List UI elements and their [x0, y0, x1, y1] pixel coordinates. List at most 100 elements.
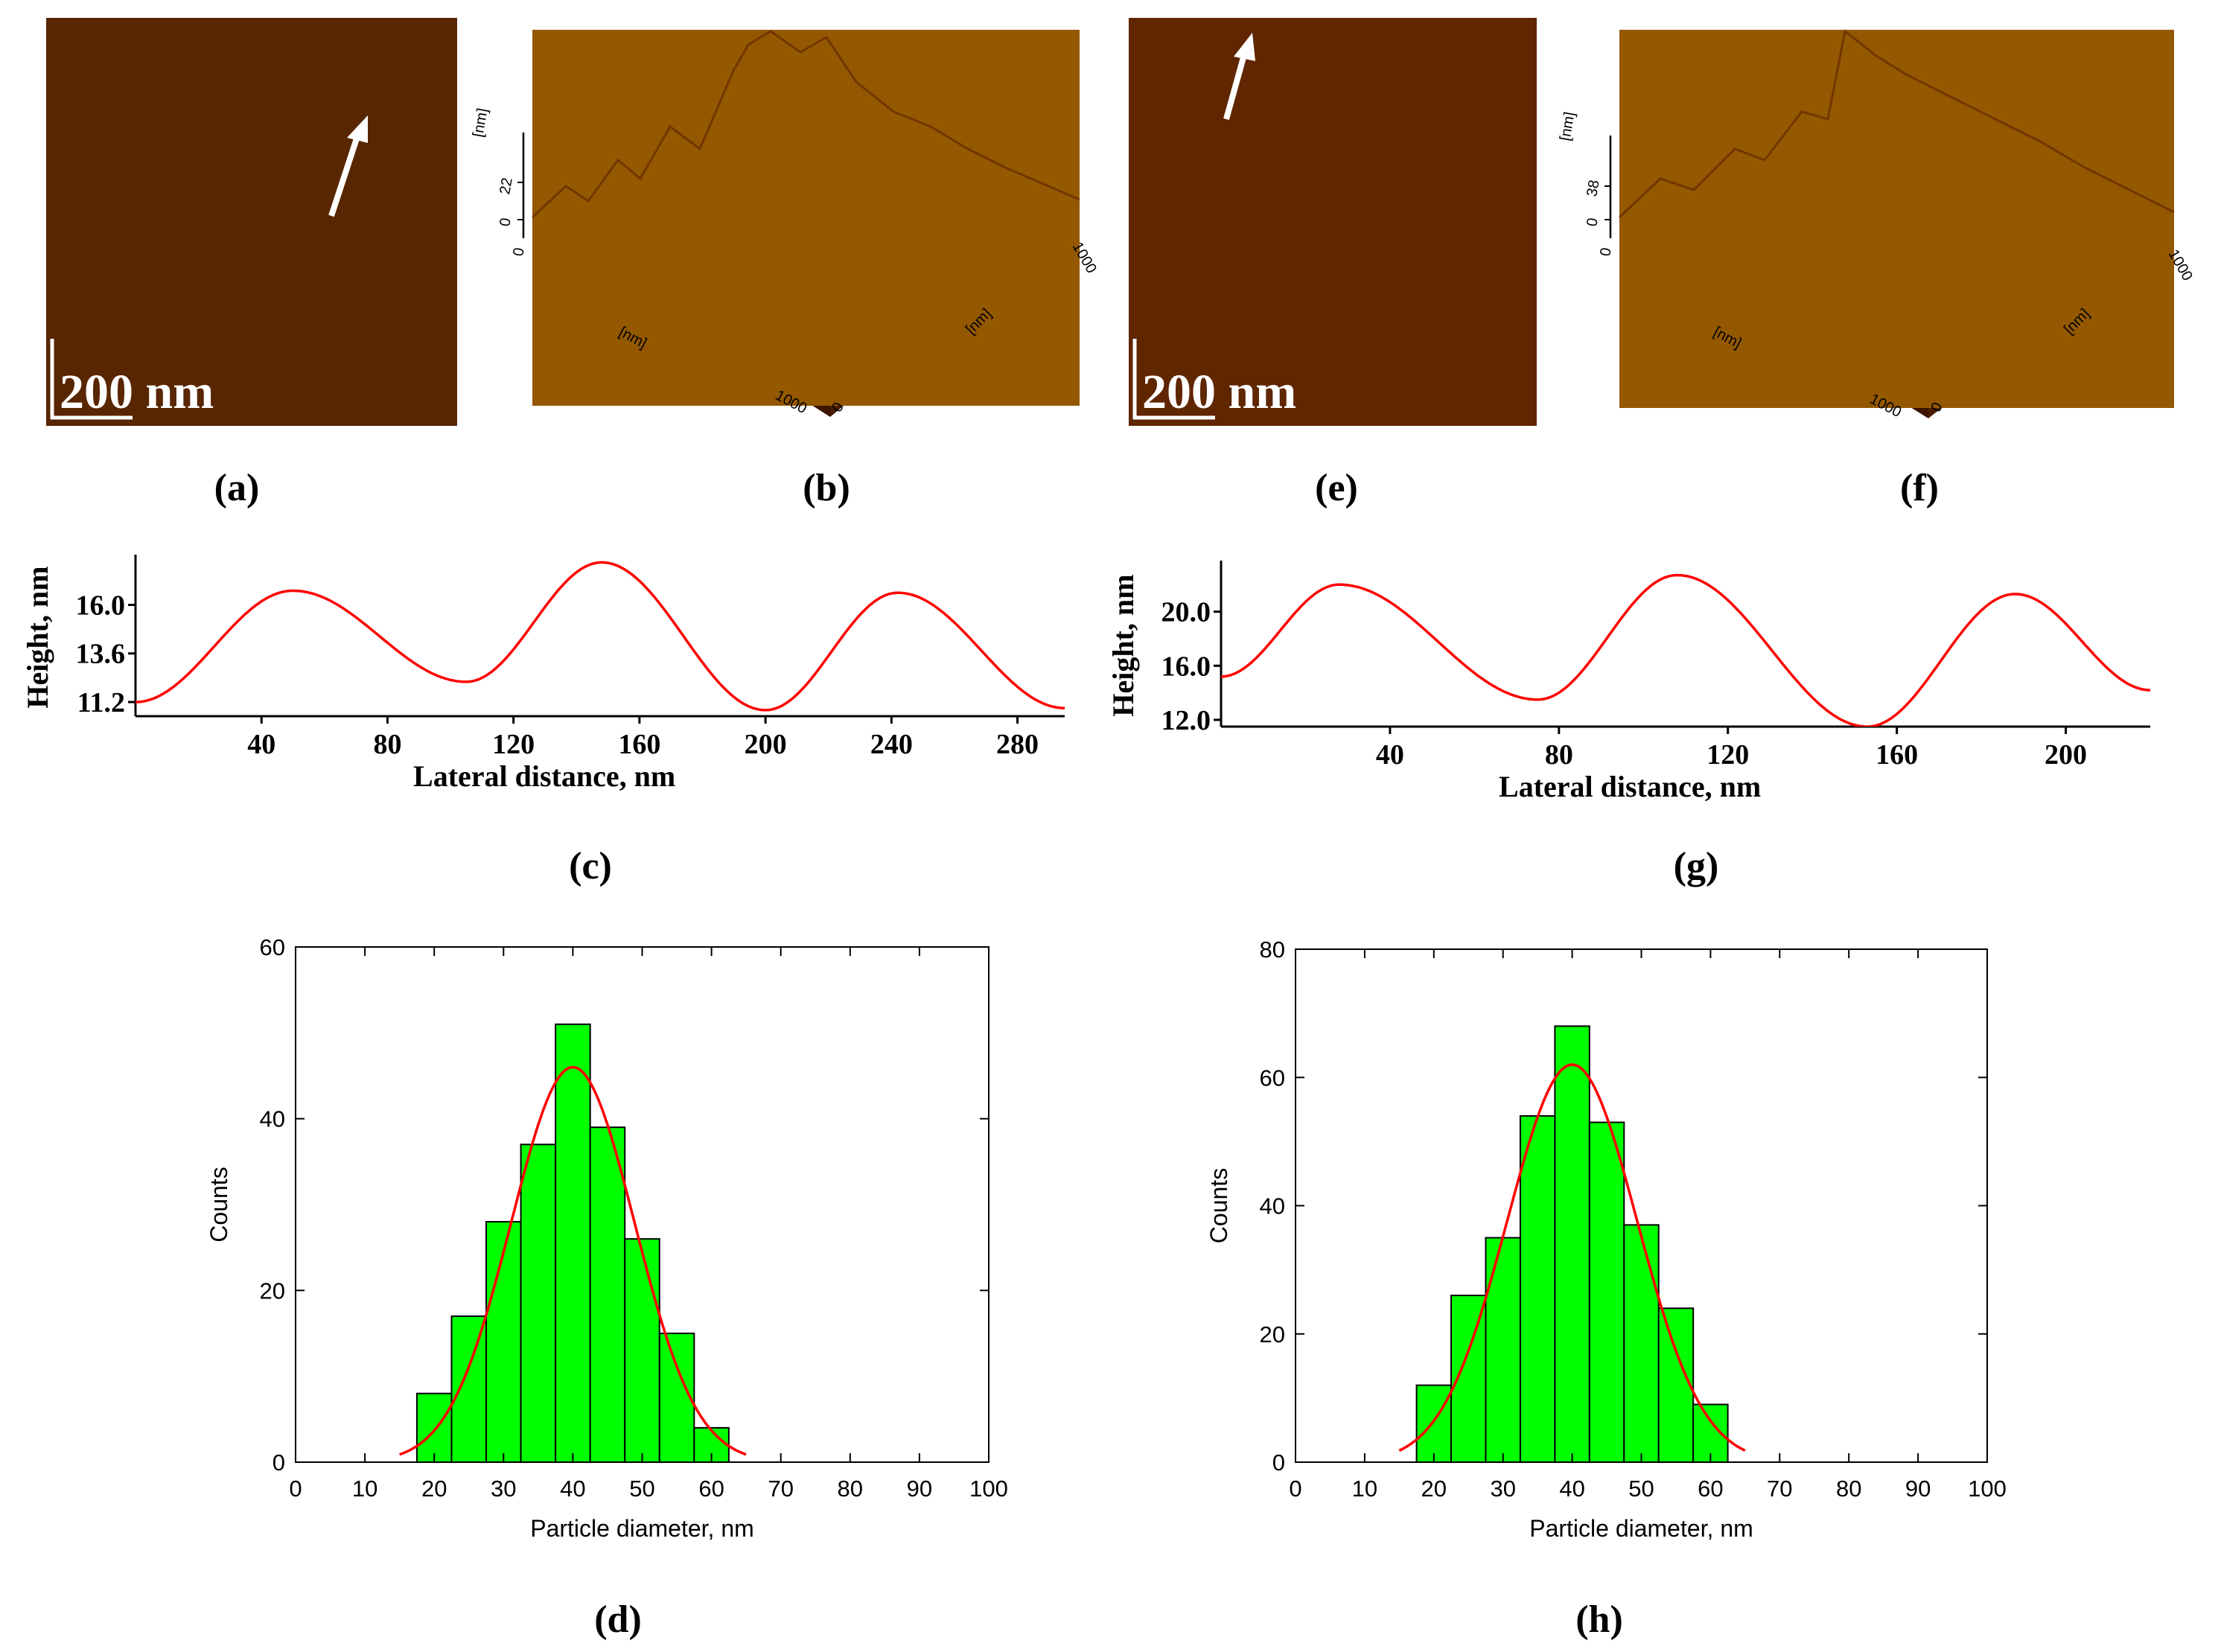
scale-bar-label: 200 nm — [60, 365, 214, 419]
x-tick-label: 70 — [768, 1476, 793, 1502]
size-histogram-chart-h: 0 10 20 30 40 50 60 70 80 90 100 0 20 40 60 80 Particle … — [1205, 937, 2007, 1542]
panel-label-f: (f) — [1900, 467, 1939, 509]
x-tick-label: 160 — [618, 729, 660, 760]
gaussian-fit-line — [399, 1065, 747, 1456]
x-tick-label: 60 — [698, 1476, 724, 1502]
panel-label-h: (h) — [1575, 1598, 1623, 1641]
x-tick-label: 10 — [352, 1476, 377, 1502]
x-tick-label: 0 — [289, 1476, 302, 1502]
z-axis: [nm] 38 0 0 — [1557, 111, 1615, 258]
x-axis-unit: [nm] — [616, 324, 650, 352]
z-axis-max: 38 — [1584, 179, 1603, 198]
y-axis-title: Height, nm — [21, 566, 54, 708]
y-axis-unit: [nm] — [963, 305, 995, 337]
histogram-bar — [520, 1144, 557, 1464]
x-tick-label: 100 — [1968, 1476, 2007, 1502]
series-line — [1221, 573, 2150, 727]
x-tick-label: 50 — [629, 1476, 654, 1502]
y-axis-title: Height, nm — [1106, 574, 1140, 716]
x-axis-unit: [nm] — [1711, 324, 1744, 352]
z-axis-zero: 0 — [497, 217, 514, 228]
origin-label: 0 — [1597, 246, 1615, 258]
y-tick-label: 20.0 — [1161, 597, 1211, 628]
y-tick-label: 12.0 — [1161, 705, 1211, 736]
x-tick-label: 70 — [1767, 1476, 1792, 1502]
white-arrow — [328, 115, 368, 217]
x-tick-label: 240 — [870, 729, 913, 760]
histogram-bar — [415, 1392, 453, 1463]
gaussian-fit-line — [1398, 1063, 1746, 1452]
white-arrow — [1223, 33, 1255, 121]
y-tick-label: 20 — [260, 1278, 285, 1304]
histogram-bar — [1485, 1237, 1521, 1463]
surface-3d-f: [nm] 38 0 0 [nm] 1000 [nm] 1000 0 — [1557, 29, 2196, 421]
panel-label-c: (c) — [569, 845, 612, 887]
z-axis: [nm] 22 0 0 — [470, 107, 528, 258]
histogram-bar — [1519, 1114, 1556, 1464]
histogram-bar — [555, 1023, 591, 1464]
z-axis-max: 22 — [497, 176, 516, 196]
surface-3d-b: [nm] 22 0 0 [nm] 1000 [nm] 1000 0 — [470, 30, 1100, 417]
histogram-bar — [589, 1126, 626, 1463]
size-histogram-chart-d: 0 10 20 30 40 50 60 70 80 90 100 0 20 40 60 Particle di… — [205, 934, 1008, 1542]
x-axis-title: Lateral distance, nm — [1499, 770, 1761, 803]
x-tick-label: 40 — [247, 729, 275, 760]
afm-image-a: 200 nm — [46, 18, 457, 426]
y-tick-label: 40 — [1260, 1193, 1285, 1219]
panel-label-d: (d) — [594, 1598, 642, 1641]
histogram-bar — [624, 1238, 660, 1463]
y-tick-label: 16.0 — [1161, 651, 1211, 682]
y-axis-title: Counts — [205, 1167, 232, 1242]
height-profile-chart-g: 40 80 120 160 200 12.0 16.0 20.0 Lateral distanc… — [1106, 561, 2150, 803]
y-axis-max: 1000 — [1069, 240, 1100, 277]
y-tick-label: 60 — [1260, 1065, 1285, 1091]
histogram-bar — [450, 1315, 488, 1464]
scale-bar — [50, 339, 133, 420]
x-tick-label: 10 — [1352, 1476, 1377, 1502]
y-axis-title: Counts — [1205, 1168, 1232, 1243]
y-tick-label: 11.2 — [77, 687, 125, 718]
y-axis-max: 1000 — [2165, 247, 2196, 284]
x-tick-label: 40 — [1559, 1476, 1584, 1502]
x-tick-label: 0 — [1289, 1476, 1301, 1502]
y-tick-label: 80 — [1260, 937, 1285, 963]
x-axis-title: Particle diameter, nm — [530, 1515, 754, 1542]
y-axis-unit: [nm] — [2061, 305, 2093, 337]
x-tick-label: 100 — [969, 1476, 1008, 1502]
x-tick-label: 160 — [1876, 739, 1918, 771]
z-axis-zero: 0 — [1584, 217, 1602, 228]
origin-label: 0 — [510, 246, 528, 258]
x-tick-label: 30 — [491, 1476, 516, 1502]
x-tick-label: 40 — [560, 1476, 585, 1502]
x-tick-label: 80 — [373, 729, 401, 760]
x-tick-label: 90 — [907, 1476, 932, 1502]
z-axis-unit: [nm] — [470, 107, 491, 138]
x-tick-label: 40 — [1376, 739, 1404, 771]
afm-image-e: 200 nm — [1129, 18, 1537, 426]
x-tick-label: 80 — [838, 1476, 863, 1502]
scale-bar — [1132, 339, 1215, 420]
z-axis-unit: [nm] — [1557, 111, 1578, 142]
y-tick-label: 60 — [260, 934, 285, 960]
x-tick-label: 80 — [1836, 1476, 1861, 1502]
y-tick-label: 0 — [273, 1450, 285, 1476]
y-tick-label: 20 — [1260, 1321, 1285, 1348]
scale-bar-label: 200 nm — [1142, 365, 1296, 419]
panel-label-g: (g) — [1674, 845, 1719, 887]
y-tick-label: 40 — [260, 1106, 285, 1132]
x-tick-label: 20 — [421, 1476, 447, 1502]
x-tick-label: 30 — [1490, 1476, 1515, 1502]
x-tick-label: 50 — [1628, 1476, 1654, 1502]
x-tick-label: 120 — [1706, 739, 1749, 771]
panel-label-e: (e) — [1315, 467, 1358, 509]
x-tick-label: 200 — [2045, 739, 2087, 771]
x-tick-label: 90 — [1905, 1476, 1931, 1502]
histogram-bar — [1657, 1307, 1695, 1464]
histogram-bar — [1554, 1025, 1590, 1463]
histogram-bar — [1623, 1224, 1660, 1464]
panel-label-b: (b) — [803, 467, 850, 509]
x-tick-label: 120 — [492, 729, 535, 760]
x-axis-title: Particle diameter, nm — [1529, 1515, 1753, 1542]
x-tick-label: 60 — [1698, 1476, 1723, 1502]
